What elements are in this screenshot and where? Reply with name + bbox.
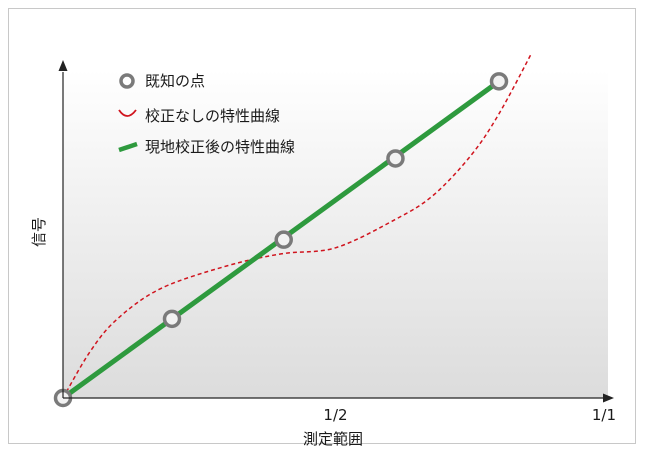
known-point-marker-5	[489, 72, 509, 91]
y-axis-label: 信号	[30, 217, 48, 247]
legend-item-known-points: 既知の点	[119, 72, 205, 90]
x-tick-label-1: 1/2	[323, 406, 347, 424]
legend-label-calibrated: 現地校正後の特性曲線	[145, 138, 295, 156]
legend: 既知の点 校正なしの特性曲線 現地校正後の特性曲線	[118, 72, 295, 156]
x-axis-label: 測定範囲	[303, 430, 363, 448]
legend-label-uncalibrated: 校正なしの特性曲線	[145, 107, 280, 125]
plot-background	[63, 70, 608, 398]
series-uncalibrated-curve	[62, 52, 533, 399]
known-point-marker-2	[162, 309, 182, 329]
known-point-marker-3	[274, 230, 293, 249]
known-point-marker-4	[386, 149, 405, 168]
legend-swatch-uncalibrated	[118, 109, 137, 117]
x-axis-arrow	[603, 393, 614, 403]
y-axis-arrow	[58, 60, 68, 71]
x-tick-label-2: 1/1	[592, 406, 616, 424]
legend-swatch-calibrated	[118, 141, 138, 153]
tick-layer: 1/2 1/1	[323, 406, 616, 424]
legend-item-uncalibrated: 校正なしの特性曲線	[118, 107, 280, 125]
legend-marker-known-points	[119, 73, 135, 89]
legend-label-known-points: 既知の点	[145, 72, 205, 90]
legend-item-calibrated: 現地校正後の特性曲線	[118, 138, 295, 156]
